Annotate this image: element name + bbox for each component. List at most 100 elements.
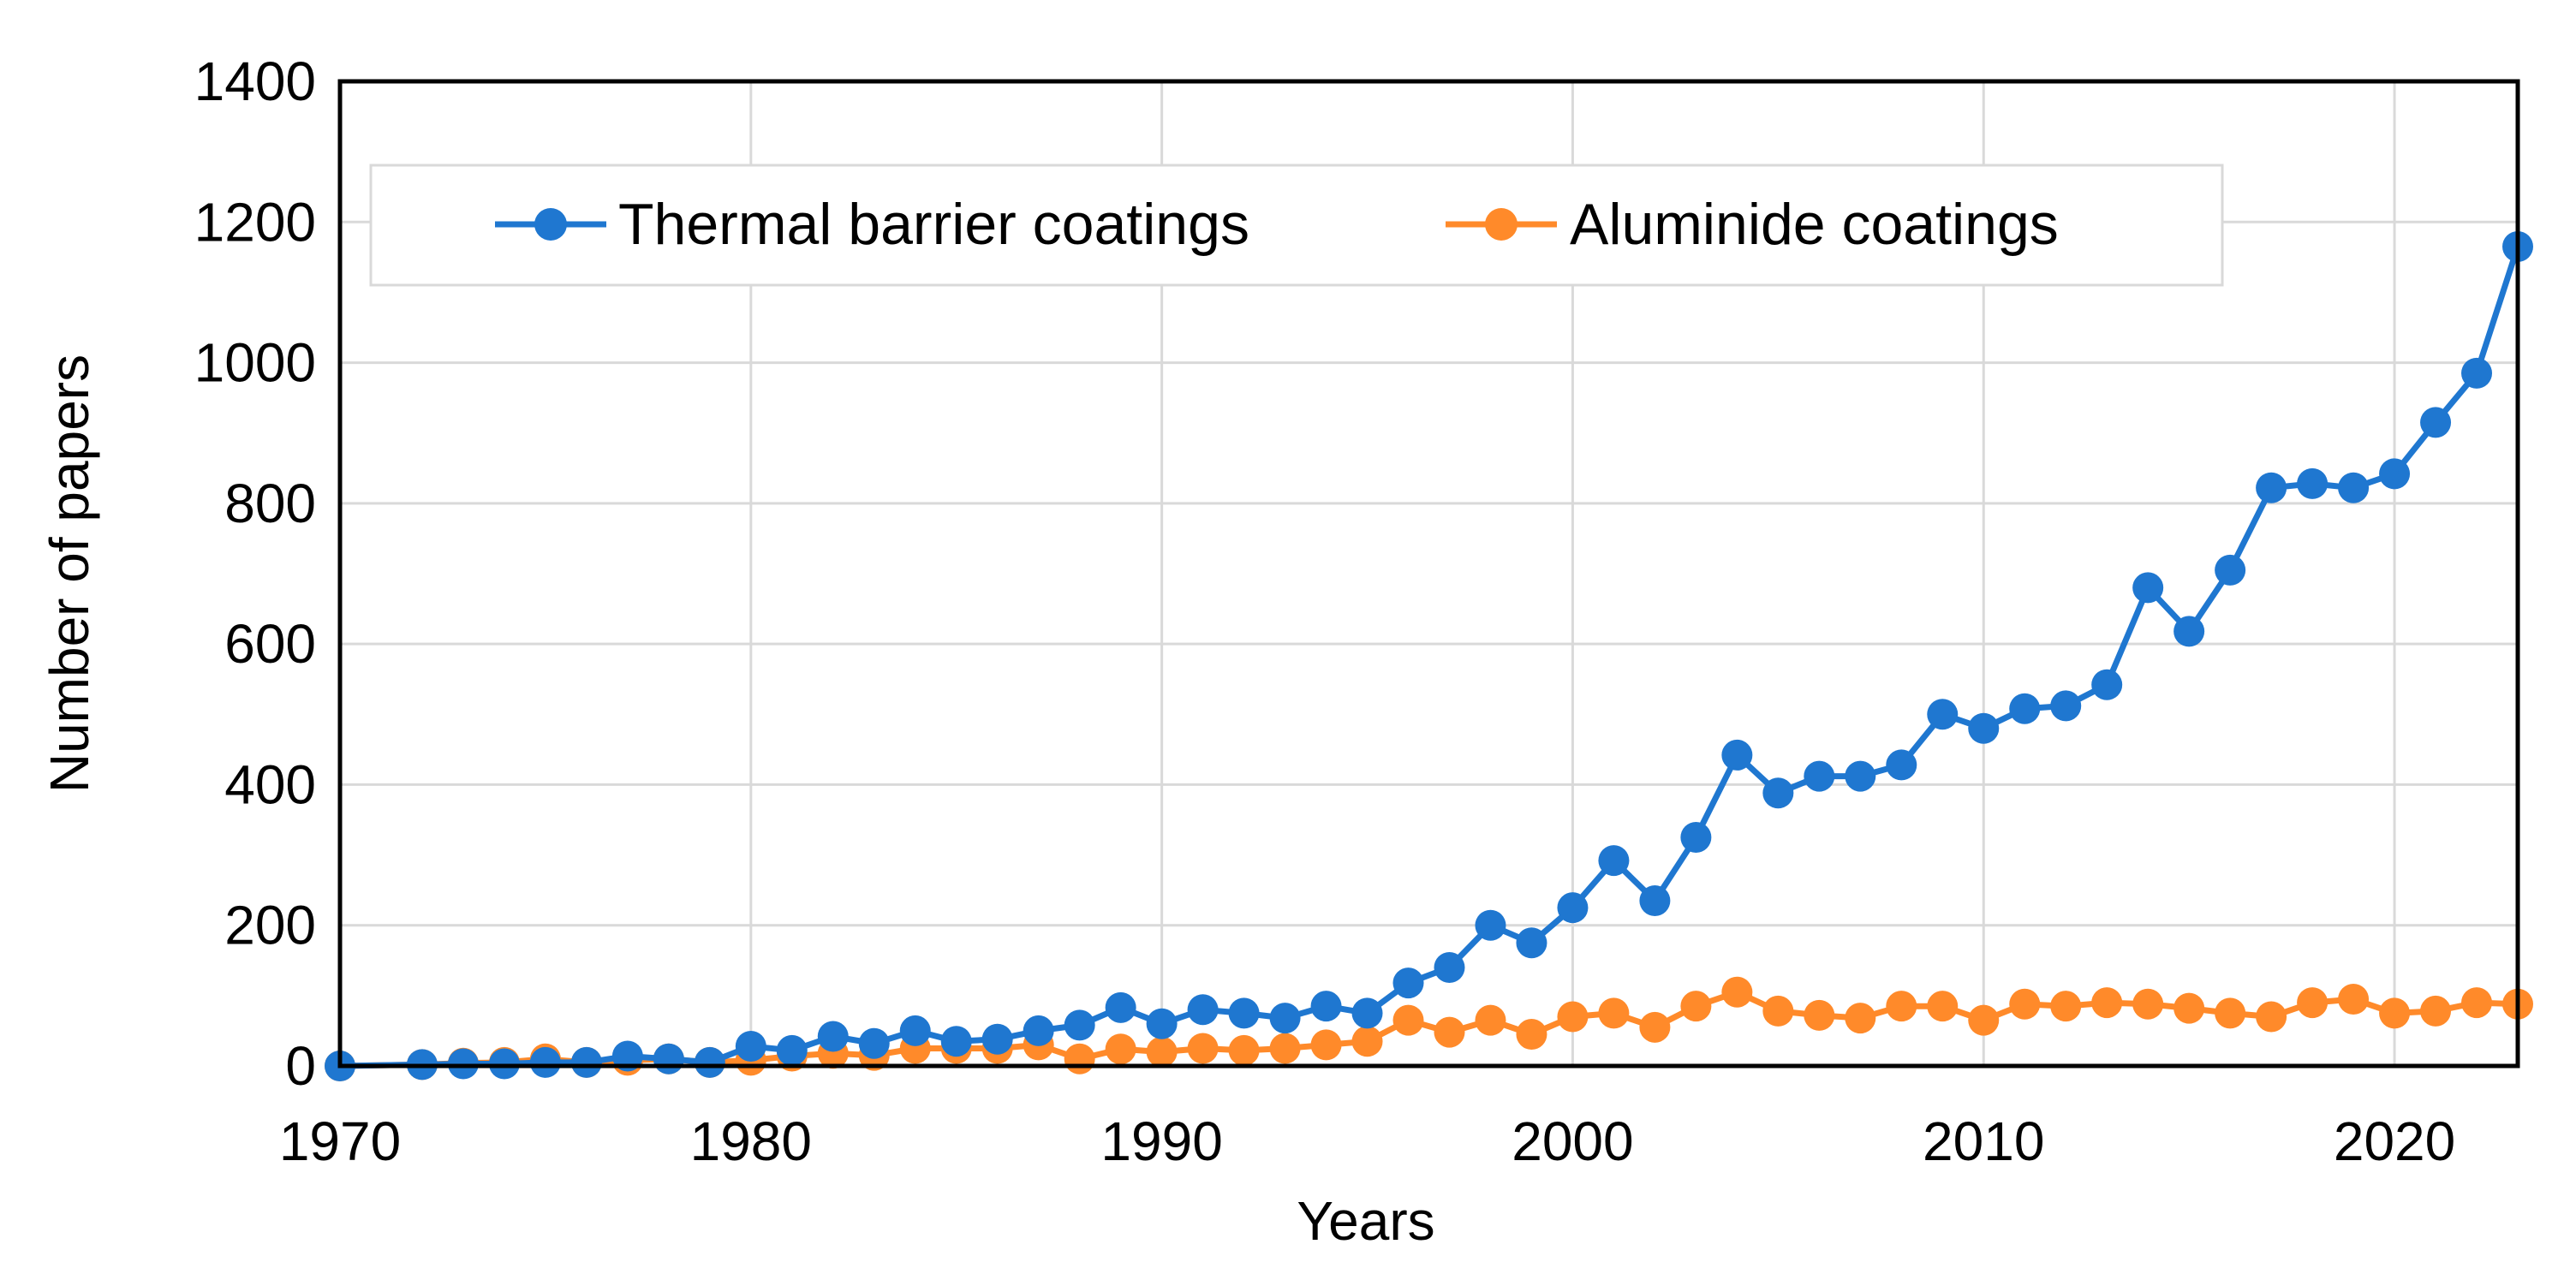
data-point-thermal-barrier-1998 [1475,909,1506,941]
data-point-aluminide-2014 [2132,988,2164,1020]
data-point-thermal-barrier-2009 [1927,699,1959,730]
data-point-thermal-barrier-1982 [817,1021,849,1052]
data-point-thermal-barrier-2014 [2132,572,2164,604]
data-point-aluminide-2020 [2379,997,2411,1029]
data-point-aluminide-2007 [1845,1003,1876,1034]
data-point-thermal-barrier-2008 [1886,749,1917,781]
x-tick-label-1980: 1980 [690,1110,812,1172]
plot-area-border [337,79,2520,1069]
legend-swatch-marker-thermal-barrier [534,208,567,241]
data-point-thermal-barrier-2020 [2379,458,2411,490]
data-point-aluminide-1996 [1392,1004,1424,1036]
data-point-thermal-barrier-1992 [1228,997,1260,1029]
data-point-thermal-barrier-1988 [1064,1009,1095,1041]
data-point-aluminide-2009 [1927,991,1959,1022]
data-point-thermal-barrier-2000 [1557,892,1589,924]
data-point-thermal-barrier-1997 [1434,952,1465,983]
data-point-thermal-barrier-1995 [1351,997,1383,1029]
data-point-thermal-barrier-1979 [694,1046,725,1078]
data-point-thermal-barrier-2012 [2050,690,2082,722]
data-point-aluminide-2019 [2338,983,2370,1015]
data-point-aluminide-2008 [1886,991,1917,1022]
data-point-aluminide-1989 [1105,1033,1136,1065]
data-point-aluminide-2016 [2215,997,2246,1029]
y-tick-label-1400: 1400 [194,51,316,112]
y-tick-label-600: 600 [224,613,316,675]
legend-label-thermal-barrier: Thermal barrier coatings [618,192,1249,257]
y-axis-title: Number of papers [39,354,100,793]
data-point-thermal-barrier-2016 [2215,554,2246,586]
y-tick-label-400: 400 [224,753,316,815]
legend-swatch-marker-aluminide [1485,208,1518,241]
data-point-thermal-barrier-1993 [1269,1003,1301,1034]
x-tick-label-1970: 1970 [279,1110,401,1172]
data-point-aluminide-2017 [2256,1001,2287,1033]
legend: Thermal barrier coatings Aluminide coati… [369,164,2224,287]
data-point-thermal-barrier-1996 [1392,967,1424,999]
data-point-aluminide-2002 [1639,1011,1671,1043]
data-point-thermal-barrier-1987 [1023,1015,1054,1046]
data-point-thermal-barrier-2002 [1639,884,1671,916]
data-point-thermal-barrier-1975 [529,1046,561,1078]
tick-labels: 0 200 400 600 800 1000 1200 1400 1970 1980 1990 200… [194,51,2456,1172]
data-point-aluminide-2022 [2461,987,2493,1019]
y-tick-label-1200: 1200 [194,191,316,253]
legend-label-aluminide: Aluminide coatings [1570,192,2059,257]
series-thermal-barrier [325,231,2533,1081]
data-point-aluminide-1991 [1187,1033,1219,1064]
data-point-thermal-barrier-2003 [1680,822,1712,854]
data-point-aluminide-1992 [1228,1034,1260,1066]
y-tick-label-0: 0 [285,1035,316,1097]
data-point-aluminide-2006 [1804,999,1835,1031]
x-tick-label-1990: 1990 [1100,1110,1222,1172]
data-point-aluminide-1990 [1146,1036,1178,1068]
data-point-aluminide-2010 [1968,1004,2000,1036]
data-point-thermal-barrier-2006 [1804,760,1835,792]
x-tick-label-2000: 2000 [1512,1110,1633,1172]
data-point-thermal-barrier-2010 [1968,712,2000,744]
data-point-aluminide-2018 [2297,987,2329,1019]
data-point-thermal-barrier-1994 [1310,991,1342,1022]
data-point-thermal-barrier-2005 [1762,777,1794,809]
data-point-aluminide-2005 [1762,995,1794,1027]
data-point-aluminide-1998 [1475,1004,1506,1036]
data-point-aluminide-1994 [1310,1029,1342,1061]
x-axis-title: Years [1297,1190,1434,1252]
data-point-thermal-barrier-2022 [2461,357,2493,389]
data-point-thermal-barrier-2021 [2420,407,2452,438]
data-point-aluminide-2012 [2050,991,2082,1022]
data-point-thermal-barrier-2018 [2297,467,2329,499]
data-point-thermal-barrier-2017 [2256,472,2287,503]
data-point-thermal-barrier-2019 [2338,472,2370,503]
data-point-thermal-barrier-1984 [899,1015,931,1046]
y-tick-label-800: 800 [224,473,316,534]
data-point-thermal-barrier-1989 [1105,991,1136,1023]
y-tick-label-200: 200 [224,895,316,956]
x-tick-label-2010: 2010 [1923,1110,2044,1172]
data-point-thermal-barrier-2013 [2091,669,2123,700]
data-point-aluminide-1997 [1434,1016,1465,1048]
data-point-thermal-barrier-1980 [735,1031,766,1062]
data-point-aluminide-2015 [2174,992,2205,1024]
data-point-thermal-barrier-2004 [1721,739,1753,771]
data-point-aluminide-1993 [1269,1033,1301,1064]
data-point-aluminide-2000 [1557,1001,1589,1033]
x-tick-label-2020: 2020 [2334,1110,2455,1172]
data-point-thermal-barrier-1981 [776,1034,808,1066]
data-point-thermal-barrier-1991 [1187,994,1219,1026]
data-point-thermal-barrier-1976 [570,1046,602,1078]
data-point-thermal-barrier-1978 [653,1043,684,1075]
data-point-thermal-barrier-2015 [2174,616,2205,647]
data-point-thermal-barrier-2001 [1598,845,1630,877]
y-tick-label-1000: 1000 [194,332,316,394]
data-point-aluminide-2011 [2009,988,2041,1020]
data-point-thermal-barrier-1986 [981,1023,1013,1055]
data-point-thermal-barrier-1990 [1146,1008,1178,1039]
data-point-thermal-barrier-2007 [1845,760,1876,792]
data-point-thermal-barrier-1983 [858,1027,890,1059]
data-point-thermal-barrier-1985 [940,1026,972,1057]
data-point-thermal-barrier-1999 [1516,927,1547,959]
data-point-aluminide-1995 [1351,1026,1383,1057]
data-point-aluminide-2021 [2420,995,2452,1027]
